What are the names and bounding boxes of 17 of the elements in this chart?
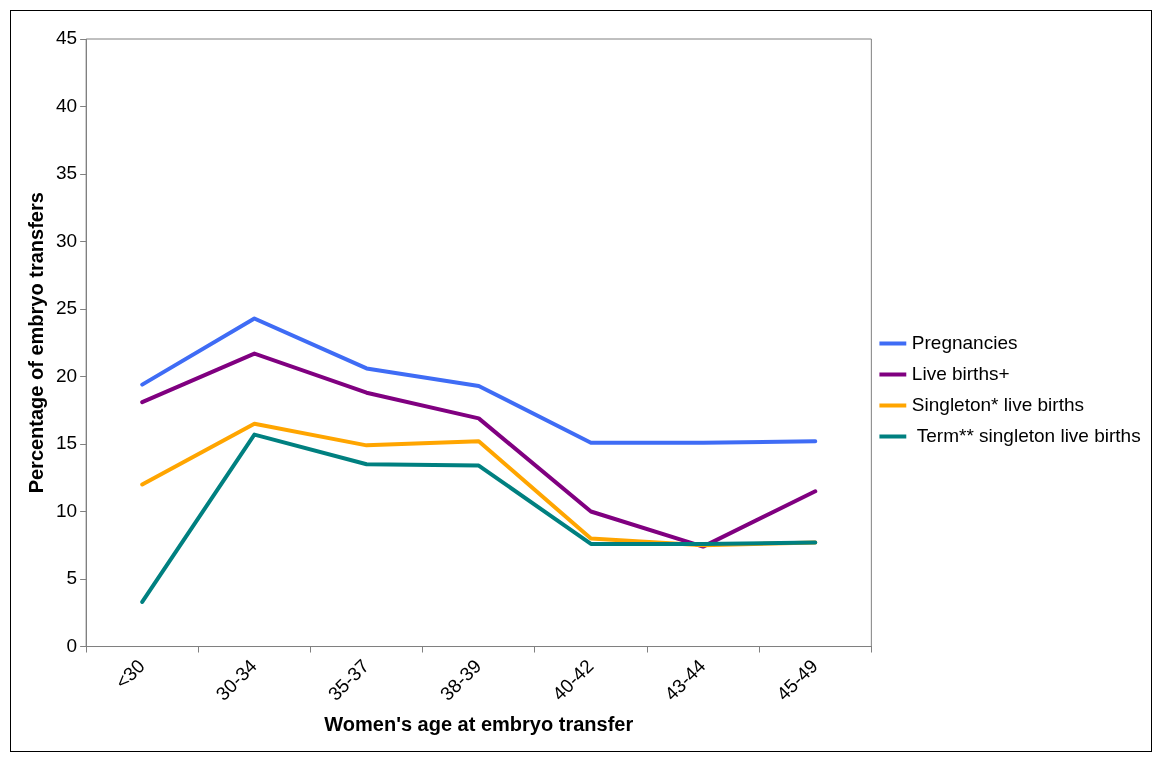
x-tick-label: <30 — [111, 655, 149, 693]
legend-label: Singleton* live births — [911, 393, 1085, 415]
y-tick-label: 45 — [55, 27, 78, 49]
y-tick-label: 0 — [66, 634, 78, 656]
y-tick-label: 20 — [55, 364, 78, 386]
y-tick-label: 30 — [55, 229, 78, 251]
y-tick-label: 25 — [55, 297, 78, 319]
y-axis-title: Percentage of embryo transfers — [24, 192, 47, 494]
y-tick-label: 10 — [55, 499, 78, 521]
legend-label: Pregnancies — [911, 331, 1018, 353]
x-axis-title: Women's age at embryo transfer — [324, 712, 634, 735]
y-tick-label: 35 — [55, 162, 78, 184]
y-tick-label: 5 — [66, 567, 78, 589]
y-tick-label: 15 — [55, 432, 78, 454]
legend-label: Live births+ — [911, 362, 1010, 384]
legend-label: Term** singleton live births — [911, 424, 1141, 446]
y-tick-label: 40 — [55, 94, 78, 116]
